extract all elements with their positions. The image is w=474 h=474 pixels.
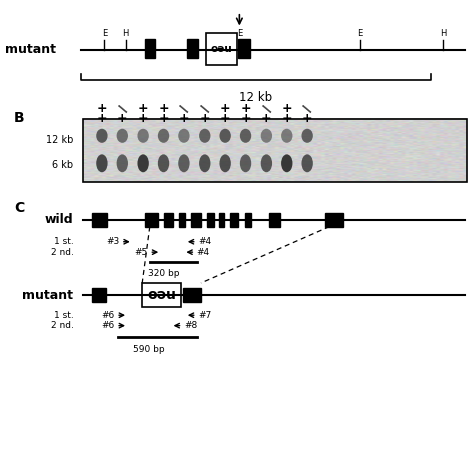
Text: +: + xyxy=(179,112,189,125)
Text: #4: #4 xyxy=(198,237,211,246)
Text: #3: #3 xyxy=(106,237,119,246)
Ellipse shape xyxy=(158,155,169,172)
Text: +: + xyxy=(282,101,292,115)
Text: +: + xyxy=(240,101,251,115)
Ellipse shape xyxy=(281,129,292,143)
Text: oəu: oəu xyxy=(147,288,176,302)
Text: 320 bp: 320 bp xyxy=(148,269,179,278)
Ellipse shape xyxy=(199,129,210,143)
Text: 12 kb: 12 kb xyxy=(46,135,73,145)
Ellipse shape xyxy=(301,129,313,143)
Text: E: E xyxy=(101,29,107,38)
Text: +: + xyxy=(220,101,230,115)
Text: 2 nd.: 2 nd. xyxy=(51,321,73,330)
Text: E: E xyxy=(237,29,242,38)
Text: +: + xyxy=(261,112,272,125)
Text: +: + xyxy=(200,112,210,125)
Text: #8: #8 xyxy=(184,321,197,330)
Ellipse shape xyxy=(96,155,108,172)
Bar xyxy=(179,213,185,227)
Bar xyxy=(191,213,201,227)
Bar xyxy=(206,33,237,65)
Text: oəu: oəu xyxy=(211,44,232,55)
Ellipse shape xyxy=(281,155,292,172)
Text: +: + xyxy=(97,112,107,125)
Ellipse shape xyxy=(137,129,149,143)
Text: 590 bp: 590 bp xyxy=(134,345,165,354)
Text: 6 kb: 6 kb xyxy=(52,160,73,170)
Text: #6: #6 xyxy=(101,311,115,319)
Bar xyxy=(145,39,155,58)
Text: |: | xyxy=(117,103,128,113)
Text: +: + xyxy=(138,101,148,115)
Bar xyxy=(230,213,238,227)
Text: H: H xyxy=(122,29,129,38)
Bar xyxy=(269,213,280,227)
Text: +: + xyxy=(158,101,169,115)
Ellipse shape xyxy=(178,129,190,143)
Bar xyxy=(219,213,224,227)
Ellipse shape xyxy=(240,155,251,172)
Ellipse shape xyxy=(178,155,190,172)
Text: +: + xyxy=(117,112,128,125)
Bar xyxy=(183,288,201,302)
Ellipse shape xyxy=(199,155,210,172)
Text: #6: #6 xyxy=(101,321,115,330)
Text: H: H xyxy=(440,29,447,38)
Bar xyxy=(245,213,251,227)
Ellipse shape xyxy=(301,155,313,172)
Ellipse shape xyxy=(261,129,272,143)
Text: B: B xyxy=(14,111,25,126)
Text: #7: #7 xyxy=(198,311,211,319)
Bar xyxy=(92,213,107,227)
Text: wild: wild xyxy=(45,213,73,227)
Text: 1 st.: 1 st. xyxy=(54,237,73,246)
Ellipse shape xyxy=(240,129,251,143)
Text: +: + xyxy=(220,112,230,125)
Text: #5: #5 xyxy=(135,248,148,256)
Bar xyxy=(325,213,343,227)
Text: C: C xyxy=(14,201,25,216)
Text: 2 nd.: 2 nd. xyxy=(51,248,73,256)
Bar xyxy=(92,288,106,302)
Text: mutant: mutant xyxy=(5,43,56,56)
Text: +: + xyxy=(302,112,312,125)
Text: 12 kb: 12 kb xyxy=(239,91,273,104)
Text: |: | xyxy=(178,103,190,113)
Text: +: + xyxy=(158,112,169,125)
Bar xyxy=(142,283,181,307)
Ellipse shape xyxy=(261,155,272,172)
Text: E: E xyxy=(357,29,363,38)
Ellipse shape xyxy=(219,129,231,143)
Text: +: + xyxy=(138,112,148,125)
Text: #4: #4 xyxy=(197,248,210,256)
Ellipse shape xyxy=(158,129,169,143)
Bar xyxy=(207,213,214,227)
Text: |: | xyxy=(199,103,210,113)
Ellipse shape xyxy=(96,129,108,143)
Bar xyxy=(164,213,173,227)
Text: |: | xyxy=(261,103,272,113)
Bar xyxy=(238,39,250,58)
Text: +: + xyxy=(97,101,107,115)
Text: +: + xyxy=(282,112,292,125)
Bar xyxy=(145,213,158,227)
Ellipse shape xyxy=(117,129,128,143)
Text: +: + xyxy=(240,112,251,125)
Text: |: | xyxy=(301,103,313,113)
Text: mutant: mutant xyxy=(22,289,73,302)
Ellipse shape xyxy=(219,155,231,172)
Ellipse shape xyxy=(117,155,128,172)
Ellipse shape xyxy=(137,155,149,172)
Bar xyxy=(187,39,198,58)
Bar xyxy=(83,118,467,182)
Text: 1 st.: 1 st. xyxy=(54,311,73,319)
